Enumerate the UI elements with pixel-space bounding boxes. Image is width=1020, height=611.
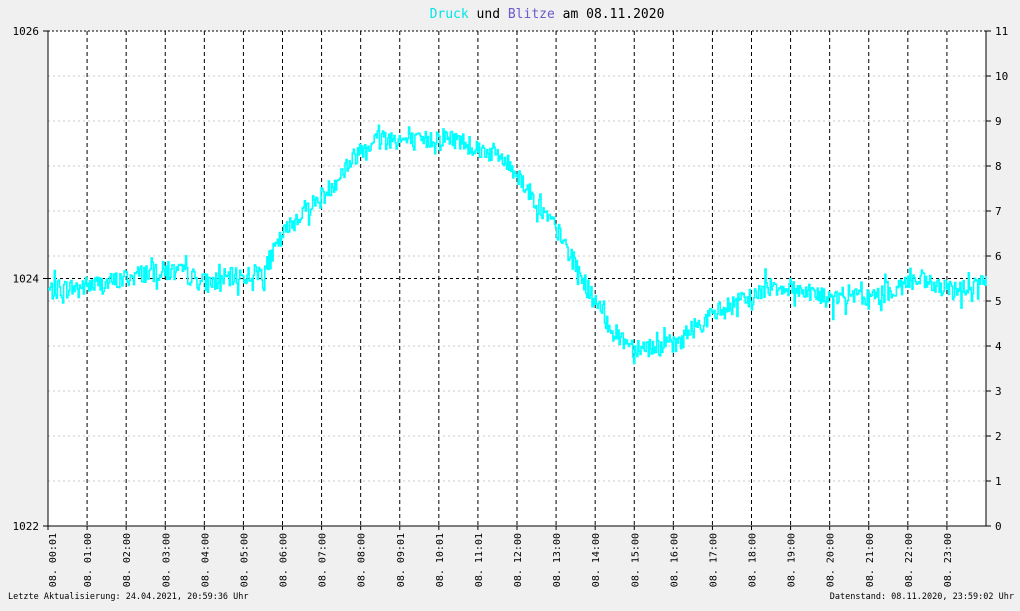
x-tick-label: 08. 20:00 — [826, 533, 837, 587]
druck-series-line — [48, 124, 987, 365]
right-tick-label: 11 — [995, 25, 1008, 38]
x-tick-label: 08. 22:00 — [904, 533, 915, 587]
chart-title: Druck und Blitze am 08.11.2020 — [430, 7, 665, 22]
x-tick-label: 08. 15:00 — [630, 533, 641, 587]
footer-data-status: Datenstand: 08.11.2020, 23:59:02 Uhr — [829, 592, 1014, 602]
x-tick-label: 08. 11:01 — [474, 533, 485, 587]
right-tick-label: 9 — [995, 115, 1002, 128]
x-tick-label: 08. 17:00 — [708, 533, 719, 587]
right-tick-label: 6 — [995, 250, 1002, 263]
title-und: und — [469, 7, 508, 22]
title-blitze: Blitze — [508, 7, 555, 22]
x-tick-label: 08. 08:00 — [357, 533, 368, 587]
x-tick-label: 08. 16:00 — [669, 533, 680, 587]
title-date: am 08.11.2020 — [555, 7, 665, 22]
right-tick-label: 5 — [995, 295, 1002, 308]
right-tick-label: 2 — [995, 430, 1002, 443]
x-tick-label: 08. 00:01 — [48, 533, 59, 587]
x-tick-label: 08. 09:01 — [396, 533, 407, 587]
x-tick-label: 08. 01:00 — [83, 533, 94, 587]
x-axis-ticks: 08. 00:01 08. 01:00 08. 02:00 08. 03:00 08. … — [47, 526, 954, 587]
x-tick-label: 08. 19:00 — [787, 533, 798, 587]
right-tick-label: 0 — [995, 520, 1002, 533]
x-tick-label: 08. 05:00 — [239, 533, 250, 587]
footer-last-update: Letzte Aktualisierung: 24.04.2021, 20:59… — [8, 592, 249, 602]
left-axis-ticks: 1022 1024 1026 — [13, 25, 48, 533]
x-tick-label: 08. 03:00 — [161, 533, 172, 587]
x-tick-label: 08. 06:00 — [279, 533, 290, 587]
left-tick-label: 1024 — [13, 273, 40, 286]
title-druck: Druck — [430, 7, 469, 22]
right-tick-label: 4 — [995, 340, 1002, 353]
grid — [48, 31, 986, 526]
left-tick-label: 1022 — [13, 520, 40, 533]
x-tick-label: 08. 14:00 — [591, 533, 602, 587]
right-axis-ticks: 0 1 2 3 4 5 6 7 8 9 10 11 — [986, 25, 1008, 533]
right-tick-label: 10 — [995, 70, 1008, 83]
x-tick-label: 08. 18:00 — [748, 533, 759, 587]
left-tick-label: 1026 — [13, 25, 40, 38]
right-tick-label: 8 — [995, 160, 1002, 173]
right-tick-label: 1 — [995, 475, 1002, 488]
x-tick-label: 08. 21:00 — [865, 533, 876, 587]
right-tick-label: 3 — [995, 385, 1002, 398]
x-tick-label: 08. 23:00 — [943, 533, 954, 587]
x-tick-label: 08. 02:00 — [122, 533, 133, 587]
x-tick-label: 08. 13:00 — [552, 533, 563, 587]
x-tick-label: 08. 04:00 — [200, 533, 211, 587]
x-tick-label: 08. 12:00 — [513, 533, 524, 587]
right-tick-label: 7 — [995, 205, 1002, 218]
x-tick-label: 08. 07:00 — [318, 533, 329, 587]
series-layer — [48, 124, 987, 365]
x-tick-label: 08. 10:01 — [435, 533, 446, 587]
